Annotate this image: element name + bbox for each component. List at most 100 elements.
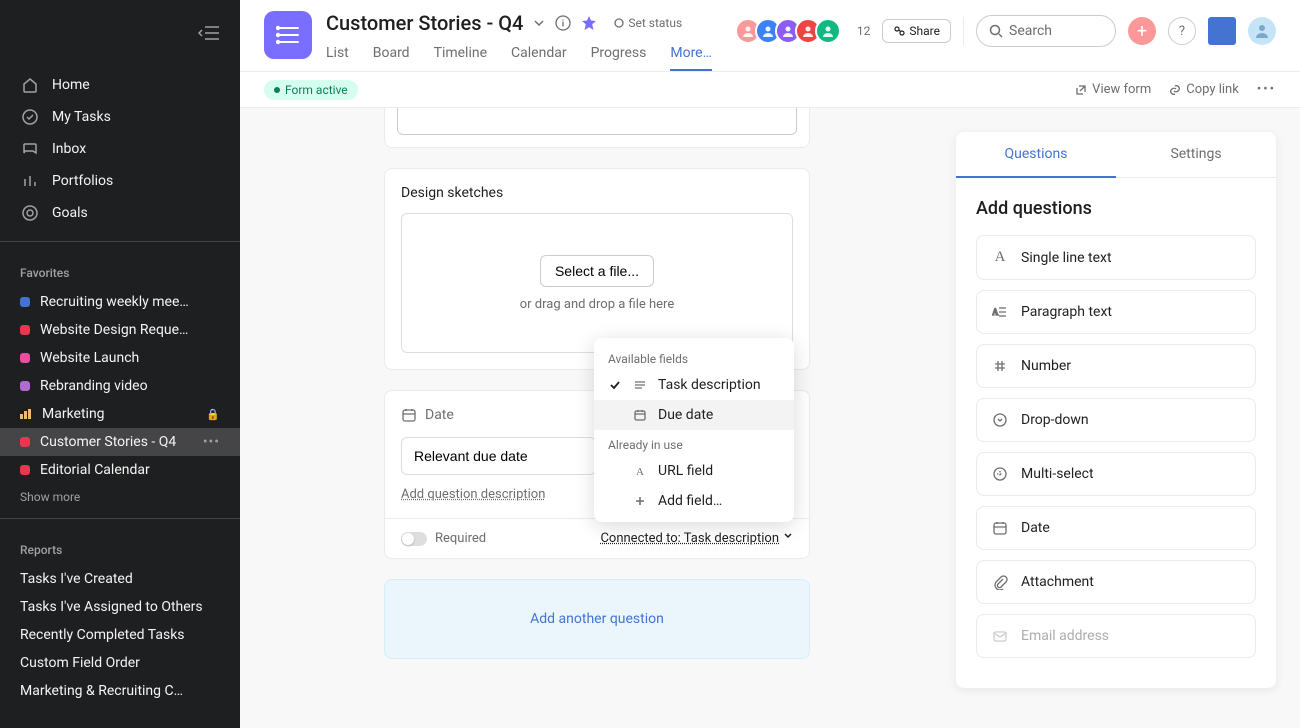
question-type-icon — [991, 628, 1009, 644]
question-type-drop-down[interactable]: Drop-down — [976, 398, 1256, 442]
nav-icon — [20, 139, 40, 159]
question-type-date[interactable]: Date — [976, 506, 1256, 550]
favorites-label: Favorites — [0, 250, 240, 288]
file-dropzone[interactable]: Select a file... or drag and drop a file… — [401, 213, 793, 353]
view-form-button[interactable]: View form — [1075, 82, 1151, 97]
question-type-icon: A — [991, 305, 1009, 319]
nav-icon — [20, 171, 40, 191]
question-type-icon — [991, 520, 1009, 536]
report-item[interactable]: Tasks I've Created — [0, 565, 240, 593]
question-type-icon — [991, 358, 1009, 374]
question-type-icon — [991, 412, 1009, 428]
form-card-prev — [384, 108, 810, 148]
tab-progress[interactable]: Progress — [591, 45, 647, 71]
add-button[interactable]: + — [1128, 17, 1156, 45]
nav-icon — [20, 203, 40, 223]
show-more-button[interactable]: Show more — [0, 484, 240, 510]
question-type-attachment[interactable]: Attachment — [976, 560, 1256, 604]
date-question-title-input[interactable] — [401, 437, 596, 475]
svg-text:A: A — [636, 466, 644, 478]
favorite-item[interactable]: Website Launch — [0, 344, 240, 372]
drop-hint: or drag and drop a file here — [520, 297, 675, 312]
profile-avatar[interactable] — [1248, 17, 1276, 45]
panel-tab-settings[interactable]: Settings — [1116, 132, 1276, 177]
set-status-label: Set status — [628, 16, 682, 30]
check-icon — [608, 379, 622, 391]
question-type-number[interactable]: Number — [976, 344, 1256, 388]
chevron-down-icon[interactable] — [533, 17, 545, 29]
connected-to-dropdown[interactable]: Connected to: Task description — [600, 531, 793, 546]
star-icon[interactable] — [581, 15, 597, 31]
nav-item-my-tasks[interactable]: My Tasks — [0, 101, 240, 133]
popover-section-inuse: Already in use — [594, 430, 794, 456]
panel-title: Add questions — [976, 198, 1256, 219]
nav-item-goals[interactable]: Goals — [0, 197, 240, 229]
lock-icon: 🔒 — [206, 408, 220, 421]
search-input[interactable]: Search — [976, 15, 1116, 47]
tab-calendar[interactable]: Calendar — [511, 45, 567, 71]
report-item[interactable]: Marketing & Recruiting C… — [0, 677, 240, 705]
favorite-item[interactable]: Rebranding video — [0, 372, 240, 400]
copy-link-button[interactable]: Copy link — [1169, 82, 1239, 97]
tab-board[interactable]: Board — [373, 45, 410, 71]
nav-item-portfolios[interactable]: Portfolios — [0, 165, 240, 197]
report-item[interactable]: Recently Completed Tasks — [0, 621, 240, 649]
report-item[interactable]: Tasks I've Assigned to Others — [0, 593, 240, 621]
report-item[interactable]: Custom Field Order — [0, 649, 240, 677]
sidebar: HomeMy TasksInboxPortfoliosGoals Favorit… — [0, 0, 240, 728]
select-file-button[interactable]: Select a file... — [540, 255, 654, 287]
favorite-item[interactable]: Editorial Calendar — [0, 456, 240, 484]
favorite-item[interactable]: Recruiting weekly mee… — [0, 288, 240, 316]
nav-icon — [20, 75, 40, 95]
search-icon — [989, 24, 1003, 38]
question-type-paragraph-text[interactable]: AParagraph text — [976, 290, 1256, 334]
set-status-button[interactable]: Set status — [607, 13, 689, 33]
form-subheader: Form active View form Copy link ••• — [240, 72, 1300, 108]
help-button[interactable]: ? — [1168, 17, 1196, 45]
required-label: Required — [435, 531, 486, 546]
popover-section-available: Available fields — [594, 344, 794, 370]
question-type-icon — [991, 466, 1009, 482]
field-type-icon: A — [632, 464, 648, 478]
form-status-badge: Form active — [264, 80, 358, 100]
favorite-item[interactable]: Marketing🔒 — [0, 400, 240, 428]
favorite-item[interactable]: Website Design Reque… — [0, 316, 240, 344]
required-toggle[interactable] — [401, 532, 427, 546]
field-type-icon — [632, 408, 648, 422]
sidebar-header — [0, 0, 240, 65]
info-icon[interactable] — [555, 15, 571, 31]
calendar-icon — [401, 407, 417, 423]
add-question-button[interactable]: Add another question — [384, 579, 810, 659]
popover-field-option[interactable]: Due date — [594, 400, 794, 430]
member-avatar[interactable] — [815, 18, 841, 44]
reports-label: Reports — [0, 527, 240, 565]
search-placeholder: Search — [1009, 23, 1052, 39]
question-type-single-line-text[interactable]: ASingle line text — [976, 235, 1256, 280]
nav-item-inbox[interactable]: Inbox — [0, 133, 240, 165]
share-button[interactable]: Share — [882, 19, 951, 43]
project-header: Customer Stories - Q4 Set status ListBoa… — [240, 0, 1300, 72]
more-options-button[interactable]: ••• — [1257, 82, 1276, 97]
project-dot — [20, 437, 30, 447]
collapse-sidebar-icon[interactable] — [198, 25, 220, 41]
share-label: Share — [909, 24, 940, 38]
portfolio-icon — [20, 409, 32, 419]
favorite-item[interactable]: Customer Stories - Q4••• — [0, 428, 240, 456]
tab-list[interactable]: List — [326, 45, 349, 71]
project-dot — [20, 297, 30, 307]
question-type-multi-select[interactable]: Multi-select — [976, 452, 1256, 496]
upgrade-button[interactable] — [1208, 17, 1236, 45]
popover-field-option[interactable]: Task description — [594, 370, 794, 400]
member-avatars[interactable] — [741, 18, 841, 44]
nav-item-home[interactable]: Home — [0, 69, 240, 101]
panel-tab-questions[interactable]: Questions — [956, 132, 1116, 178]
add-field-button[interactable]: Add field… — [594, 486, 794, 516]
tab-timeline[interactable]: Timeline — [434, 45, 487, 71]
project-dot — [20, 353, 30, 363]
plus-icon — [632, 495, 648, 507]
link-icon — [1169, 84, 1181, 96]
tab-more[interactable]: More… — [670, 45, 712, 71]
project-icon[interactable] — [264, 11, 312, 59]
more-icon[interactable]: ••• — [203, 434, 220, 450]
nav-icon — [20, 107, 40, 127]
